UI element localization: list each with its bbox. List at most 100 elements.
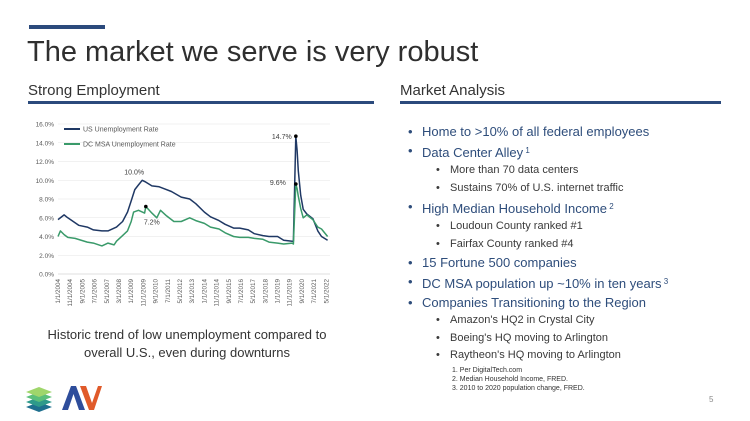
sub-bullet-item: • Boeing's HQ moving to Arlington [400, 330, 740, 348]
chart-legend: US Unemployment Rate DC MSA Unemployment … [64, 127, 176, 149]
bullet-marker: • [436, 349, 440, 361]
x-tick-label: 7/1/2016 [238, 279, 245, 304]
x-tick-label: 5/1/2022 [323, 279, 330, 304]
bullet-text: Loudoun County ranked #1 [450, 220, 583, 232]
bullet-text: Sustains 70% of U.S. internet traffic [450, 181, 624, 194]
y-tick-label: 4.0% [39, 234, 54, 241]
bullet-text: Amazon's HQ2 in Crystal City [450, 314, 595, 326]
y-tick-label: 2.0% [39, 253, 54, 260]
x-tick-label: 7/1/2021 [311, 279, 318, 304]
right-section-heading: Market Analysis [400, 82, 506, 99]
x-tick-label: 7/1/2011 [165, 279, 172, 304]
data-label: 9.6% [270, 180, 286, 187]
footnote-item: 2. Median Household Income, FRED. [452, 376, 568, 383]
sub-bullet-item: • More than 70 data centers [400, 162, 740, 180]
bullet-text: More than 70 data centers [450, 164, 579, 176]
bullet-text: Boeing's HQ moving to Arlington [450, 331, 609, 344]
x-axis-tick-labels: 1/1/2004 11/1/2004 9/1/2005 7/1/2006 5/1/200… [55, 279, 330, 307]
data-label: 7.2% [144, 220, 160, 227]
bullet-text: 15 Fortune 500 companies [422, 255, 577, 270]
x-tick-label: 9/1/2015 [226, 279, 233, 304]
x-tick-label: 7/1/2006 [92, 279, 99, 304]
bullet-marker: • [408, 274, 413, 289]
y-tick-label: 8.0% [39, 197, 54, 204]
right-section-rule [400, 101, 721, 104]
av-logo-icon [62, 386, 102, 410]
series-line [57, 183, 329, 247]
page-number: 5 [709, 395, 714, 404]
bullet-item: • Companies Transitioning to the Region [400, 293, 740, 312]
y-axis-tick-labels: 0.0% 2.0% 4.0% 6.0% 8.0% 10.0% 12.0% 14.0% 16.0% [36, 122, 55, 279]
title-accent-bar [29, 25, 105, 29]
chart-caption: Historic trend of low unemployment compa… [47, 327, 327, 360]
footnote-ref: 1 [523, 146, 530, 155]
market-analysis-list: • Home to >10% of all federal employees • D… [400, 122, 740, 365]
annotation-marker [144, 204, 148, 209]
x-tick-label: 1/1/2009 [128, 279, 135, 304]
bullet-text: Data Center Alley [422, 145, 524, 160]
bullet-text: Home to >10% of all federal employees [422, 124, 650, 139]
bullet-item: • 15 Fortune 500 companies [400, 253, 740, 272]
x-tick-label: 3/1/2013 [189, 279, 196, 304]
x-tick-label: 9/1/2005 [79, 279, 86, 304]
legend-label: DC MSA Unemployment Rate [83, 142, 176, 149]
bullet-marker: • [436, 314, 440, 326]
sub-bullet-item: • Sustains 70% of U.S. internet traffic [400, 180, 740, 198]
bullet-text: DC MSA population up ~10% in ten years [422, 276, 662, 291]
x-tick-label: 1/1/2019 [275, 279, 282, 304]
sub-bullet-item: • Raytheon's HQ moving to Arlington [400, 347, 740, 365]
y-tick-label: 12.0% [36, 159, 55, 166]
bullet-marker: • [408, 255, 413, 270]
bullet-marker: • [408, 124, 413, 139]
x-tick-label: 11/1/2019 [287, 279, 294, 307]
left-section-heading: Strong Employment [28, 82, 160, 99]
bullet-marker: • [408, 143, 413, 158]
chart-gridlines [58, 123, 330, 275]
x-tick-label: 11/1/2009 [140, 279, 147, 307]
x-tick-label: 5/1/2007 [104, 279, 111, 304]
annotation-marker [294, 134, 298, 138]
layers-logo-icon [26, 387, 52, 412]
bullet-item: • DC MSA population up ~10% in ten years … [400, 272, 740, 293]
bullet-text: High Median Household Income [422, 201, 607, 216]
footnote-ref: 2 [607, 202, 614, 211]
chart-series [57, 135, 329, 247]
bullet-marker: • [436, 331, 440, 344]
bullet-text: Companies Transitioning to the Region [422, 295, 647, 310]
sub-bullet-item: • Loudoun County ranked #1 [400, 218, 740, 236]
data-label: 14.7% [272, 134, 292, 141]
y-tick-label: 0.0% [39, 272, 54, 279]
y-tick-label: 14.0% [36, 140, 55, 147]
x-tick-label: 9/1/2020 [299, 279, 306, 304]
x-tick-label: 11/1/2004 [67, 279, 74, 307]
x-tick-label: 3/1/2008 [116, 279, 123, 304]
x-tick-label: 5/1/2012 [177, 279, 184, 304]
bullet-item: • Data Center Alley 1 [400, 141, 740, 162]
sub-bullet-item: • Amazon's HQ2 in Crystal City [400, 312, 740, 330]
footnotes: 1. Per DigitalTech.com 2. Median Househol… [452, 366, 585, 393]
x-tick-label: 1/1/2004 [55, 279, 62, 304]
bullet-marker: • [408, 295, 413, 310]
page-title: The market we serve is very robust [27, 36, 479, 68]
y-tick-label: 10.0% [36, 178, 55, 185]
left-section-rule [28, 101, 374, 104]
bullet-marker: • [436, 237, 440, 250]
y-tick-label: 6.0% [39, 215, 54, 222]
unemployment-chart: 0.0% 2.0% 4.0% 6.0% 8.0% 10.0% 12.0% 14.0% 16.0%… [36, 122, 331, 307]
x-tick-label: 11/1/2014 [214, 279, 221, 307]
annotation-marker [294, 182, 298, 186]
footnote-item: 1. Per DigitalTech.com [452, 367, 523, 374]
bullet-marker: • [408, 199, 413, 214]
sub-bullet-item: • Fairfax County ranked #4 [400, 236, 740, 254]
bullet-text: Fairfax County ranked #4 [450, 237, 574, 250]
series-line [57, 135, 328, 242]
bullet-text: Raytheon's HQ moving to Arlington [450, 349, 621, 361]
y-tick-label: 16.0% [36, 122, 55, 129]
data-label: 10.0% [124, 169, 144, 176]
x-tick-label: 5/1/2017 [250, 279, 257, 304]
chart-annotations: 10.0% 7.2% 14.7% 9.6% [124, 134, 298, 227]
footnote-ref: 3 [661, 277, 669, 286]
legend-label: US Unemployment Rate [83, 127, 159, 134]
bullet-item: • Home to >10% of all federal employees [400, 122, 740, 141]
bullet-marker: • [436, 220, 440, 232]
